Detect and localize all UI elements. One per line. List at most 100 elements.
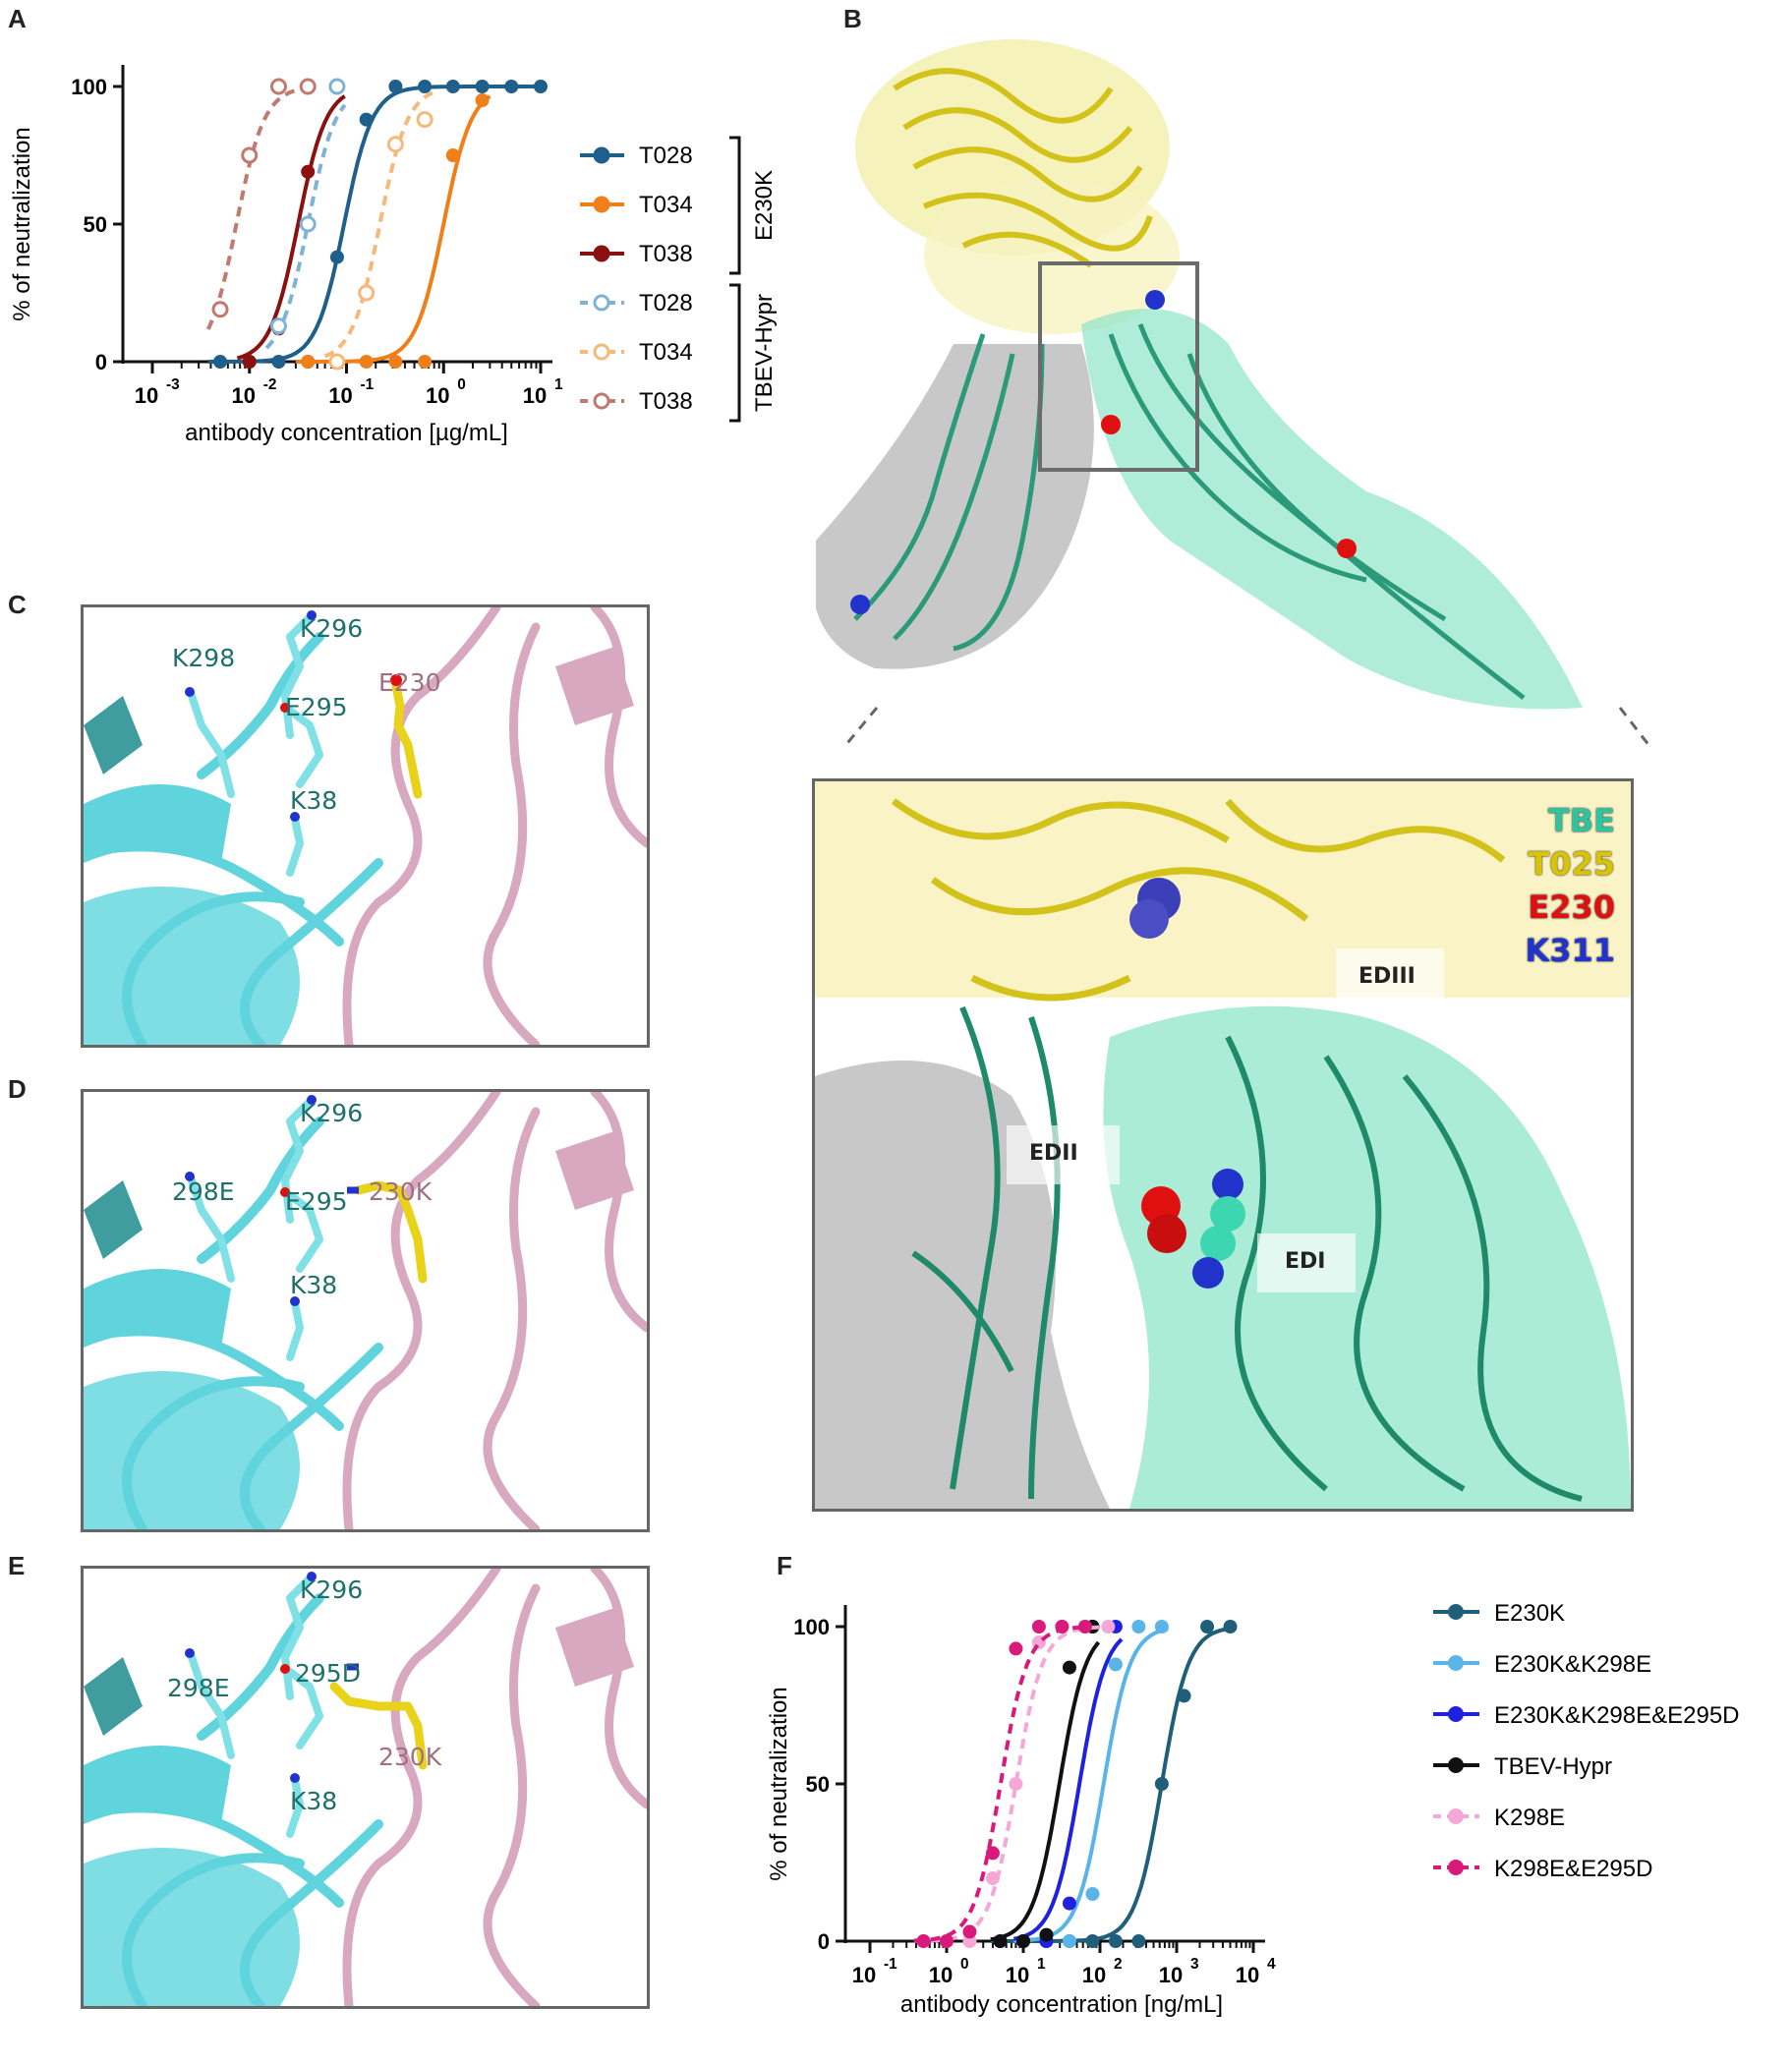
cyan-loop	[84, 841, 344, 946]
nitrogen-atom	[185, 1172, 195, 1181]
residue-label-e295: E295	[285, 1187, 348, 1216]
cyan-loop	[240, 858, 383, 1045]
nitrogen-atom	[185, 687, 195, 697]
data-point	[1062, 1934, 1076, 1948]
y-tick-label: 50	[806, 1772, 830, 1797]
cyan-loop	[240, 1343, 383, 1529]
data-point	[299, 78, 317, 95]
nitrogen-atom	[290, 812, 300, 822]
data-point	[358, 284, 376, 302]
legend-label: E230K&K298E	[1494, 1651, 1651, 1678]
data-point	[1154, 1777, 1169, 1791]
pink-sheet	[555, 1131, 634, 1210]
x-tick-exponent: 2	[1114, 1956, 1123, 1973]
domain-label-edi: EDI	[1285, 1249, 1326, 1274]
nitrogen-atom	[307, 1095, 317, 1105]
data-point	[418, 355, 433, 369]
residue-label-k38: K38	[290, 1787, 337, 1815]
residue-label-e230: E230	[378, 668, 441, 697]
data-point	[301, 355, 316, 369]
data-point	[388, 355, 403, 369]
data-point	[416, 111, 434, 129]
cyan-sidechain	[286, 1668, 323, 1749]
legend-label: T028	[639, 290, 693, 316]
k311-sphere-2	[850, 595, 870, 614]
x-tick-label: 10	[523, 383, 547, 408]
series-line-t034	[323, 90, 434, 359]
closeup-panel-e: K296 298E 295D 230K K38	[81, 1566, 650, 2009]
data-point	[445, 80, 460, 93]
series-line-k298e&e295d	[913, 1625, 1092, 1943]
data-point	[993, 1934, 1008, 1948]
domain-label-ediii: EDIII	[1358, 964, 1416, 989]
data-point	[1108, 1657, 1123, 1672]
data-point	[1016, 1934, 1030, 1948]
legend-item-e230: E230	[1528, 889, 1615, 926]
x-tick-exponent: -2	[263, 376, 277, 393]
data-point	[1031, 1620, 1046, 1634]
e230-sphere	[1101, 415, 1121, 434]
cyan-sidechain	[286, 707, 323, 788]
cyan-loop	[122, 1853, 305, 2006]
residue-label-e295: E295	[285, 693, 348, 721]
domain-label-edii: EDII	[1029, 1141, 1078, 1166]
x-tick-exponent: -3	[166, 376, 180, 393]
data-point	[1009, 1777, 1023, 1791]
beta-sheet	[84, 1180, 143, 1259]
cyan-sidechain	[286, 1299, 304, 1361]
nitrogen-atom	[307, 1572, 317, 1581]
legend-label: E230K&K298E&E295D	[1494, 1702, 1740, 1729]
data-point	[1055, 1620, 1069, 1634]
structure-overview-b	[816, 39, 1652, 747]
x-tick-exponent: -1	[361, 376, 375, 393]
legend-label: T028	[639, 143, 693, 169]
data-point	[213, 355, 228, 369]
legend-marker	[1448, 1655, 1464, 1671]
series-line-tbev-hypr	[990, 1640, 1101, 1942]
data-point	[1154, 1620, 1169, 1634]
residue-label-295d: 295D	[295, 1659, 361, 1688]
data-point	[504, 80, 519, 93]
cyan-loop	[240, 1819, 383, 2006]
yellow-sidechain	[354, 1180, 428, 1284]
cyan-sidechain	[188, 1653, 235, 1759]
legend-marker	[1448, 1860, 1464, 1875]
data-point	[1077, 1620, 1092, 1634]
residue-label-298e: 298E	[172, 1177, 235, 1206]
series-line-t034	[295, 94, 491, 364]
pink-chain	[483, 1107, 541, 1529]
data-point	[1039, 1927, 1054, 1942]
series-line-t038	[205, 86, 317, 330]
data-point	[328, 78, 346, 95]
legend-marker	[593, 392, 610, 410]
data-point	[985, 1846, 1000, 1861]
oxygen-atom	[280, 703, 290, 713]
nitrogen-atom	[290, 1296, 300, 1306]
residue-label-k298: K298	[172, 644, 235, 672]
beta-sheet	[84, 1657, 143, 1736]
yellow-sidechain	[329, 1682, 428, 1770]
x-axis-label: antibody concentration [ng/mL]	[900, 1991, 1223, 2018]
legend-item-tbe: TBE	[1547, 802, 1615, 839]
data-point	[1085, 1934, 1100, 1948]
legend-marker	[593, 294, 610, 312]
panel-label-b: B	[843, 4, 862, 33]
series-line-e230k&k298e&e295d	[1012, 1637, 1124, 1941]
closeup-panel-d: K296 298E E295 230K K38	[81, 1089, 650, 1532]
data-point	[388, 80, 403, 93]
pink-chain	[590, 1569, 647, 1809]
legend-label: K298E	[1494, 1805, 1565, 1831]
legend-label: T034	[639, 339, 693, 366]
data-point	[1131, 1934, 1146, 1948]
panel-label-e: E	[8, 1551, 26, 1580]
cyan-loop	[84, 1803, 344, 1908]
data-point	[299, 215, 317, 233]
beta-sheet	[84, 696, 143, 774]
legend-label: T038	[639, 241, 693, 267]
data-point	[359, 355, 374, 369]
green-monomer-surface	[1081, 309, 1583, 710]
x-tick-label: 10	[232, 383, 256, 408]
series-line-e230k	[990, 1626, 1237, 1943]
